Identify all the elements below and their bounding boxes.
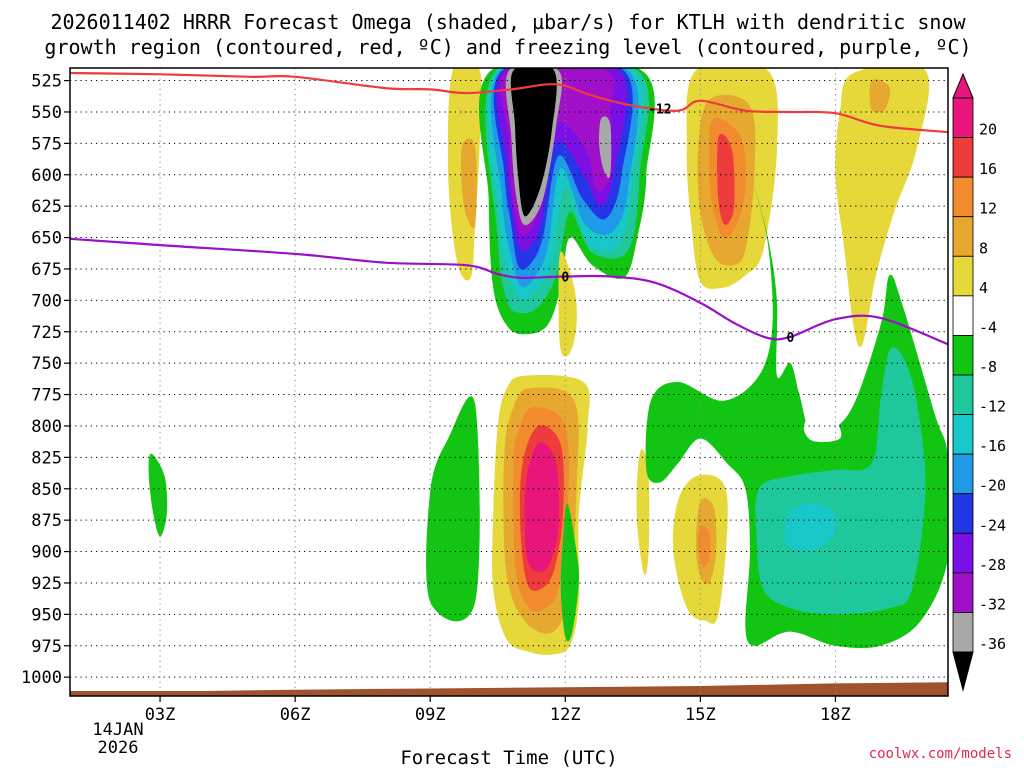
y-tick-625: 625: [31, 197, 62, 217]
colorbar-swatch-8: [952, 216, 974, 257]
colorbar-label--28: -28: [979, 556, 1006, 574]
y-tick-850: 850: [31, 480, 62, 500]
x-tick-18Z: 18Z: [820, 705, 851, 725]
omega-area-11: [510, 68, 557, 217]
colorbar-top-arrow: [952, 72, 974, 99]
omega-area-27: [148, 453, 168, 537]
colorbar-swatch--16: [952, 414, 974, 455]
colorbar-label-4: 4: [979, 279, 988, 297]
omega-area-26: [560, 503, 580, 642]
omega-area-18: [869, 79, 891, 113]
x-axis-label: Forecast Time (UTC): [400, 747, 617, 768]
y-tick-600: 600: [31, 166, 62, 186]
omega-area-12: [558, 251, 577, 357]
colorbar-swatch--20: [952, 453, 974, 495]
x-tick-09Z: 09Z: [415, 705, 446, 725]
y-tick-700: 700: [31, 291, 62, 311]
y-tick-900: 900: [31, 543, 62, 563]
colorbar-label--36: -36: [979, 635, 1006, 653]
watermark: coolwx.com/models: [869, 746, 1012, 762]
y-tick-675: 675: [31, 260, 62, 280]
y-tick-950: 950: [31, 605, 62, 625]
contour-freezing-level: [70, 237, 948, 346]
contour-lines: -12 0 0: [70, 71, 948, 346]
x-tick-12Z: 12Z: [550, 705, 581, 725]
omega-area-32: [803, 407, 842, 443]
y-tick-800: 800: [31, 417, 62, 437]
colorbar-swatch--28: [952, 532, 974, 574]
y-tick-825: 825: [31, 448, 62, 468]
omega-area-30: [697, 525, 711, 568]
chart-title-line1: 2026011402 HRRR Forecast Omega (shaded, …: [50, 10, 966, 34]
colorbar-label-8: 8: [979, 239, 988, 257]
colorbar-swatch--4: [952, 295, 974, 336]
colorbar-bottom-arrow: [952, 651, 974, 692]
omega-area-17: [835, 68, 930, 348]
colorbar-label--24: -24: [979, 516, 1006, 534]
y-tick-525: 525: [31, 72, 62, 92]
omega-area-10: [598, 116, 612, 179]
omega-area-34: [784, 503, 837, 552]
colorbar-swatch-12: [952, 176, 974, 218]
contour-label-zero-2: 0: [786, 331, 794, 346]
y-tick-875: 875: [31, 511, 62, 531]
y-tick-1000: 1000: [21, 668, 62, 688]
contour-label-zero-1: 0: [561, 270, 569, 285]
x-axis: 03Z 06Z 09Z 12Z 15Z 18Z: [145, 696, 851, 725]
y-tick-550: 550: [31, 103, 62, 123]
omega-area-1: [460, 138, 477, 229]
colorbar-swatch--36: [952, 612, 974, 653]
x-tick-03Z: 03Z: [145, 705, 176, 725]
colorbar-label-20: 20: [979, 121, 997, 139]
y-tick-650: 650: [31, 229, 62, 249]
y-tick-575: 575: [31, 134, 62, 154]
grid-lines: [70, 68, 948, 696]
y-tick-975: 975: [31, 637, 62, 657]
colorbar-swatch-20: [952, 97, 974, 138]
ground-surface: [70, 682, 948, 696]
colorbar-swatch--12: [952, 374, 974, 415]
date-label-day: 14JAN: [92, 720, 143, 740]
contour-label-minus12: -12: [648, 103, 671, 118]
y-tick-925: 925: [31, 574, 62, 594]
x-tick-15Z: 15Z: [685, 705, 716, 725]
omega-shading: [70, 68, 948, 696]
colorbar-label--16: -16: [979, 437, 1006, 455]
colorbar-label--32: -32: [979, 595, 1006, 613]
colorbar-swatch--8: [952, 335, 974, 376]
date-label-year: 2026: [98, 738, 139, 758]
colorbar: 20 16 12 8 4 -4 -8 -12 -16 -20 -24 -28 -32 -36: [952, 72, 1006, 692]
y-tick-725: 725: [31, 323, 62, 343]
colorbar-label--12: -12: [979, 398, 1006, 416]
colorbar-swatch--24: [952, 493, 974, 534]
colorbar-swatch-4: [952, 255, 974, 297]
omega-area-24: [636, 448, 650, 576]
colorbar-label--8: -8: [979, 358, 997, 376]
omega-area-16: [717, 133, 735, 226]
colorbar-label-12: 12: [979, 200, 997, 218]
plot-frame: [69, 67, 949, 697]
colorbar-label-16: 16: [979, 160, 997, 178]
colorbar-swatch-16: [952, 137, 974, 178]
colorbar-label--20: -20: [979, 477, 1006, 495]
omega-area-25: [426, 396, 480, 622]
y-axis: 525 550 575 600 625 650 675 700 725 750 775 800 825 8…: [21, 72, 70, 688]
chart-title-line2: growth region (contoured, red, ºC) and f…: [44, 35, 971, 59]
y-tick-750: 750: [31, 354, 62, 374]
contour-dendritic-growth: [70, 71, 948, 134]
x-tick-06Z: 06Z: [280, 705, 311, 725]
y-tick-775: 775: [31, 386, 62, 406]
colorbar-label--4: -4: [979, 318, 997, 336]
omega-area-23: [524, 442, 560, 573]
colorbar-swatch--32: [952, 572, 974, 613]
